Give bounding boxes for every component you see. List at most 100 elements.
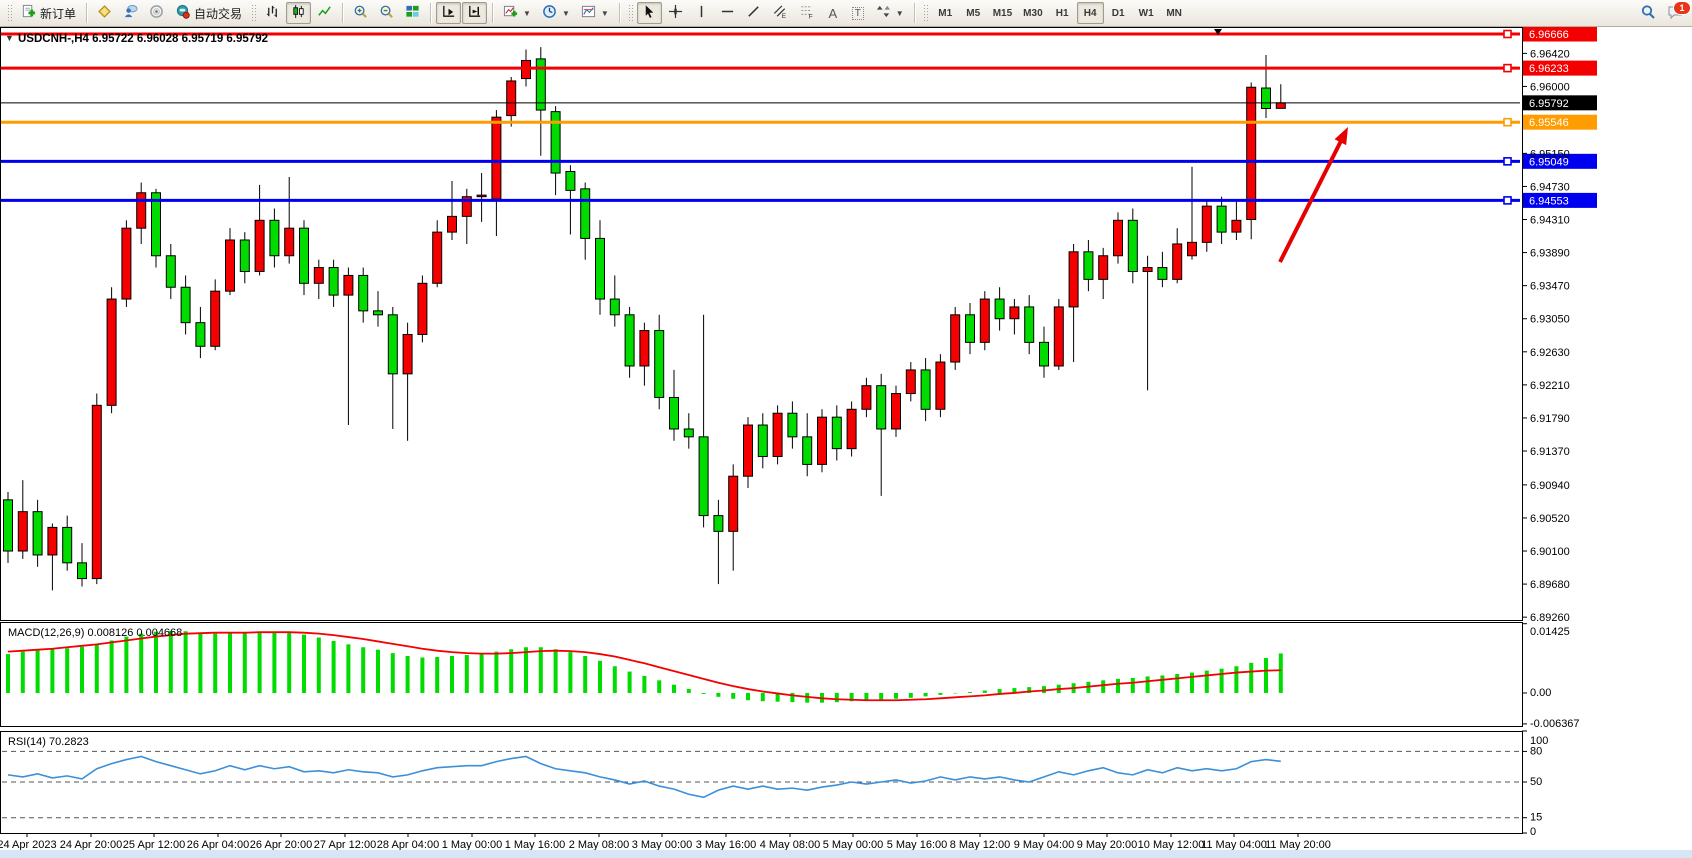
time-axis-label: 3 May 16:00 [696,839,757,851]
hline-handle-6.96233[interactable] [1503,63,1512,73]
hline-handle-6.95546[interactable] [1503,117,1512,127]
periods-button[interactable]: ▼ [537,2,575,24]
timeframe-m30[interactable]: M30 [1023,7,1043,19]
toolbar-separator [86,3,88,23]
price-tick-label: 6.93470 [1530,281,1570,293]
timeframe-h4[interactable]: H4 [1076,2,1104,24]
text-label-icon: T [851,6,864,20]
macd-panel: MACD(12,26,9) 0.008126 0.004668 [0,622,1523,727]
vertical-line-icon [694,4,709,22]
price-tick-label: 6.89260 [1530,612,1570,624]
price-tick-label: 6.91370 [1530,446,1570,458]
radar-icon [149,4,164,22]
horizontal-line-tool-button[interactable] [715,2,740,24]
vertical-line-tool-button[interactable] [689,2,714,24]
one-click-trading-toggle[interactable]: ▼ [5,33,14,43]
zoom-out-button[interactable] [374,2,399,24]
cursor-tool-button[interactable] [636,2,662,24]
timeframe-m5[interactable]: M5 [966,7,981,19]
clock-icon [542,4,557,22]
toolbar-drag-handle[interactable] [7,4,12,22]
publisher-button[interactable] [118,2,143,24]
templates-button[interactable]: ▼ [576,2,614,24]
time-axis-label: 4 May 08:00 [760,839,821,851]
toolbar-separator [342,3,344,23]
trend-arrow-line[interactable] [1278,137,1344,263]
main-toolbar: 新订单 自动交易 [0,0,1692,27]
timeframe-mn[interactable]: MN [1166,7,1182,19]
hline-handle-6.95049[interactable] [1503,157,1512,166]
timeframe-m15[interactable]: M15 [992,7,1013,19]
toolbar-drag-handle[interactable] [922,4,928,22]
chart-shift-button[interactable] [436,2,462,24]
fibonacci-tool-button[interactable]: F [794,2,820,24]
price-tick-label: 6.90100 [1530,546,1570,558]
time-axis-label: 26 Apr 04:00 [187,839,249,851]
price-tick-label: 6.94730 [1530,181,1570,193]
time-axis-label: 3 May 00:00 [632,839,693,851]
tile-windows-button[interactable] [400,2,425,24]
auto-scroll-icon [467,4,482,22]
text-tool-button[interactable]: A [821,2,845,24]
price-tick-label: 6.96000 [1530,81,1570,93]
template-icon [581,4,596,22]
arrows-shapes-icon [876,4,891,22]
time-axis: 24 Apr 2023 24 Apr 20:00 25 Apr 12:00 26 Ap… [0,833,1331,851]
fibonacci-icon: F [799,4,815,22]
toolbar-separator [430,3,432,23]
candlestick-mode-button[interactable] [286,2,312,24]
new-order-button[interactable]: 新订单 [16,2,81,24]
rsi-tick-label: 15 [1530,812,1542,824]
equidistant-channel-icon: E [772,4,788,22]
timeframe-m1[interactable]: M1 [938,7,953,19]
svg-text:F: F [809,14,813,19]
toolbar-separator [618,3,620,23]
hline-handle-6.94553[interactable] [1503,196,1512,205]
radar-button[interactable] [144,2,169,24]
channel-tool-button[interactable]: E [767,2,793,24]
text-label-tool-button[interactable]: T [846,2,870,24]
search-button[interactable] [1635,2,1661,24]
toolbar-separator [492,3,494,23]
time-axis-label: 11 May 04:00 [1201,839,1267,851]
market-watch-button[interactable] [92,2,117,24]
time-axis-label: 9 May 20:00 [1077,839,1138,851]
timeframe-h1[interactable]: H1 [1055,7,1069,19]
dropdown-caret-icon: ▼ [600,8,609,18]
timeframe-group: M1 M5 M15 M30 H1 H4 D1 W1 MN [932,2,1188,24]
price-tick-label: 6.91790 [1530,413,1570,425]
timeframe-w1[interactable]: W1 [1138,7,1154,19]
notifications-button[interactable]: 1 [1662,1,1691,24]
autotrading-button[interactable]: 自动交易 [170,2,247,24]
trend-arrow-head[interactable] [1334,127,1348,146]
price-tick-label: 6.92630 [1530,347,1570,359]
line-chart-mode-button[interactable] [312,2,337,24]
indicators-button[interactable]: ▼ [498,2,536,24]
toolbar-drag-handle[interactable] [627,4,633,22]
bar-chart-mode-button[interactable] [260,2,285,24]
ohlc-bars-icon [265,4,280,22]
macd-label: MACD(12,26,9) 0.008126 0.004668 [8,627,182,639]
zoom-in-button[interactable] [348,2,373,24]
hline-handle-6.96666[interactable] [1503,29,1512,39]
timeframe-d1[interactable]: D1 [1111,7,1125,19]
tile-windows-icon [405,4,420,22]
horizontal-line-icon [720,4,735,22]
trendline-tool-button[interactable] [741,2,766,24]
price-tick-label: 6.92210 [1530,380,1570,392]
toolbar-drag-handle[interactable] [251,4,257,22]
chart-shift-marker[interactable] [1214,29,1222,35]
crosshair-tool-button[interactable] [663,2,688,24]
dropdown-caret-icon: ▼ [895,8,904,18]
auto-scroll-button[interactable] [462,2,488,24]
dropdown-caret-icon: ▼ [561,8,570,18]
price-badge-6.95546 [1523,114,1597,130]
time-axis-label: 1 May 00:00 [442,839,503,851]
price-tick-label: 6.94310 [1530,215,1570,227]
price-badge-6.95049 [1523,153,1597,169]
autotrading-label: 自动交易 [194,6,243,21]
arrows-tool-button[interactable]: ▼ [871,2,909,24]
cursor-arrow-icon [642,4,657,22]
price-badge-6.94553 [1523,192,1597,208]
price-badge-label: 6.94553 [1529,195,1569,207]
